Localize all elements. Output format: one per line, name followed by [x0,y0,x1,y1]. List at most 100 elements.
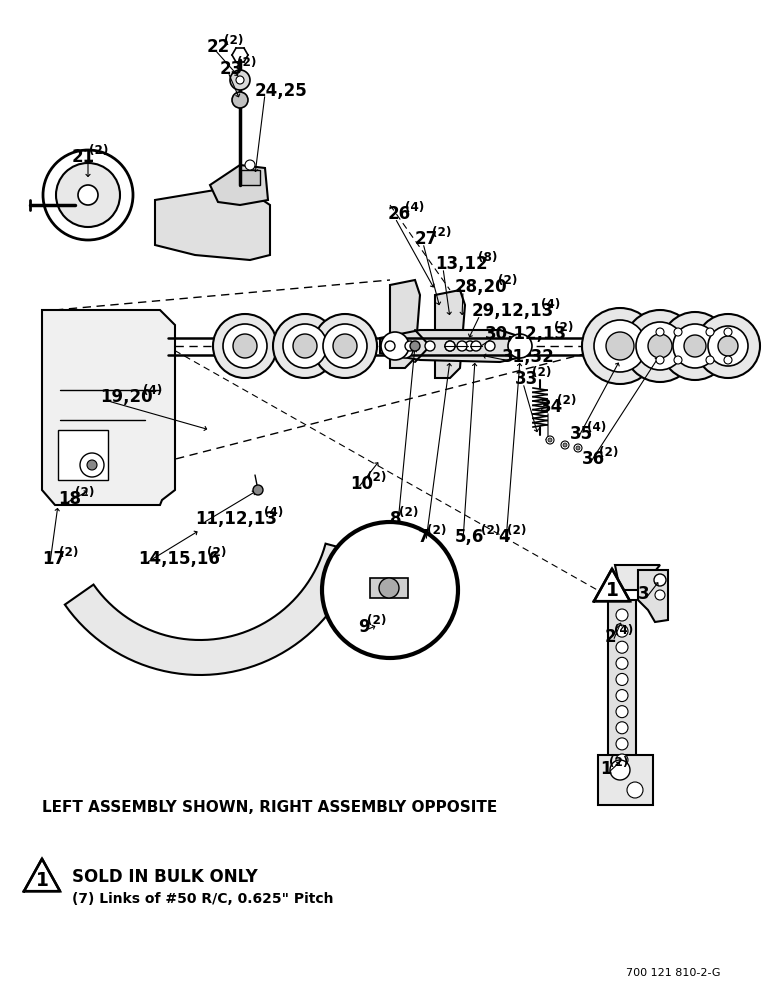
Text: LEFT ASSEMBLY SHOWN, RIGHT ASSEMBLY OPPOSITE: LEFT ASSEMBLY SHOWN, RIGHT ASSEMBLY OPPO… [42,800,497,815]
Text: (2): (2) [481,524,500,537]
Circle shape [616,625,628,637]
Circle shape [616,641,628,653]
Polygon shape [380,330,530,362]
Circle shape [213,314,277,378]
Text: (4): (4) [264,506,283,519]
Text: 5,6: 5,6 [455,528,484,546]
Circle shape [43,150,133,240]
Circle shape [379,578,399,598]
Circle shape [253,485,263,495]
Circle shape [616,690,628,702]
Bar [240,170,260,185]
Circle shape [245,160,255,170]
Text: 35: 35 [570,425,593,443]
Circle shape [87,460,97,470]
Circle shape [616,754,628,766]
Circle shape [563,443,567,447]
Circle shape [655,590,665,600]
Text: 1: 1 [605,581,618,600]
Circle shape [656,356,664,364]
Circle shape [576,446,580,450]
Circle shape [283,324,327,368]
Text: (2): (2) [432,226,452,239]
Circle shape [233,334,257,358]
Circle shape [323,324,367,368]
Text: (2): (2) [367,471,387,484]
Text: (2): (2) [59,546,79,559]
Text: (2): (2) [76,486,95,499]
Circle shape [465,341,475,351]
Text: 13,12: 13,12 [435,255,488,273]
Text: (2): (2) [554,321,574,334]
Text: 23: 23 [220,60,243,78]
Polygon shape [155,190,270,260]
Circle shape [606,332,634,360]
Circle shape [673,324,717,368]
Text: (8): (8) [478,251,498,264]
Circle shape [718,336,738,356]
Circle shape [230,70,250,90]
Circle shape [313,314,377,378]
Circle shape [273,314,337,378]
Circle shape [410,341,420,351]
Text: (2): (2) [237,56,256,69]
Circle shape [648,334,672,358]
Circle shape [78,185,98,205]
Text: (2): (2) [427,524,446,537]
Text: (7) Links of #50 R/C, 0.625" Pitch: (7) Links of #50 R/C, 0.625" Pitch [72,892,334,906]
Text: 36: 36 [582,450,605,468]
Circle shape [706,328,714,336]
Text: 31,32: 31,32 [502,348,555,366]
Circle shape [724,328,732,336]
Circle shape [616,722,628,734]
Circle shape [684,335,706,357]
Circle shape [471,341,481,351]
Polygon shape [42,310,175,505]
Polygon shape [24,859,60,891]
Circle shape [594,320,646,372]
Circle shape [397,342,413,358]
Text: 8: 8 [390,510,401,528]
Circle shape [654,574,666,586]
Bar [58,430,108,480]
Text: 34: 34 [540,398,564,416]
Text: 28,20: 28,20 [455,278,508,296]
Circle shape [616,738,628,750]
Circle shape [381,332,409,360]
Polygon shape [210,165,268,205]
Circle shape [610,760,630,780]
Text: 1: 1 [600,760,611,778]
Text: 11,12,13: 11,12,13 [195,510,277,528]
Text: 2: 2 [605,628,617,646]
Text: 30,12,13: 30,12,13 [485,325,567,343]
Circle shape [322,522,458,658]
Text: (2): (2) [506,524,526,537]
Bar [608,600,636,770]
Text: (2): (2) [532,366,552,379]
Circle shape [385,341,395,351]
Text: (4): (4) [614,624,633,637]
Circle shape [636,322,684,370]
Circle shape [236,76,244,84]
Circle shape [546,436,554,444]
Circle shape [223,324,267,368]
Circle shape [616,609,628,621]
Circle shape [708,326,748,366]
Polygon shape [65,544,360,675]
Circle shape [661,312,729,380]
Bar [598,755,653,805]
Text: (2): (2) [207,546,226,559]
Text: 33: 33 [515,370,538,388]
Text: 7: 7 [418,528,430,546]
Circle shape [616,706,628,718]
Text: (2): (2) [90,144,109,157]
Polygon shape [638,570,668,622]
Text: 18: 18 [58,490,81,508]
Text: (2): (2) [398,506,418,519]
Text: 24,25: 24,25 [255,82,308,100]
Circle shape [425,341,435,351]
Text: 19,20: 19,20 [100,388,153,406]
Circle shape [627,782,643,798]
Circle shape [724,356,732,364]
Circle shape [674,328,682,336]
